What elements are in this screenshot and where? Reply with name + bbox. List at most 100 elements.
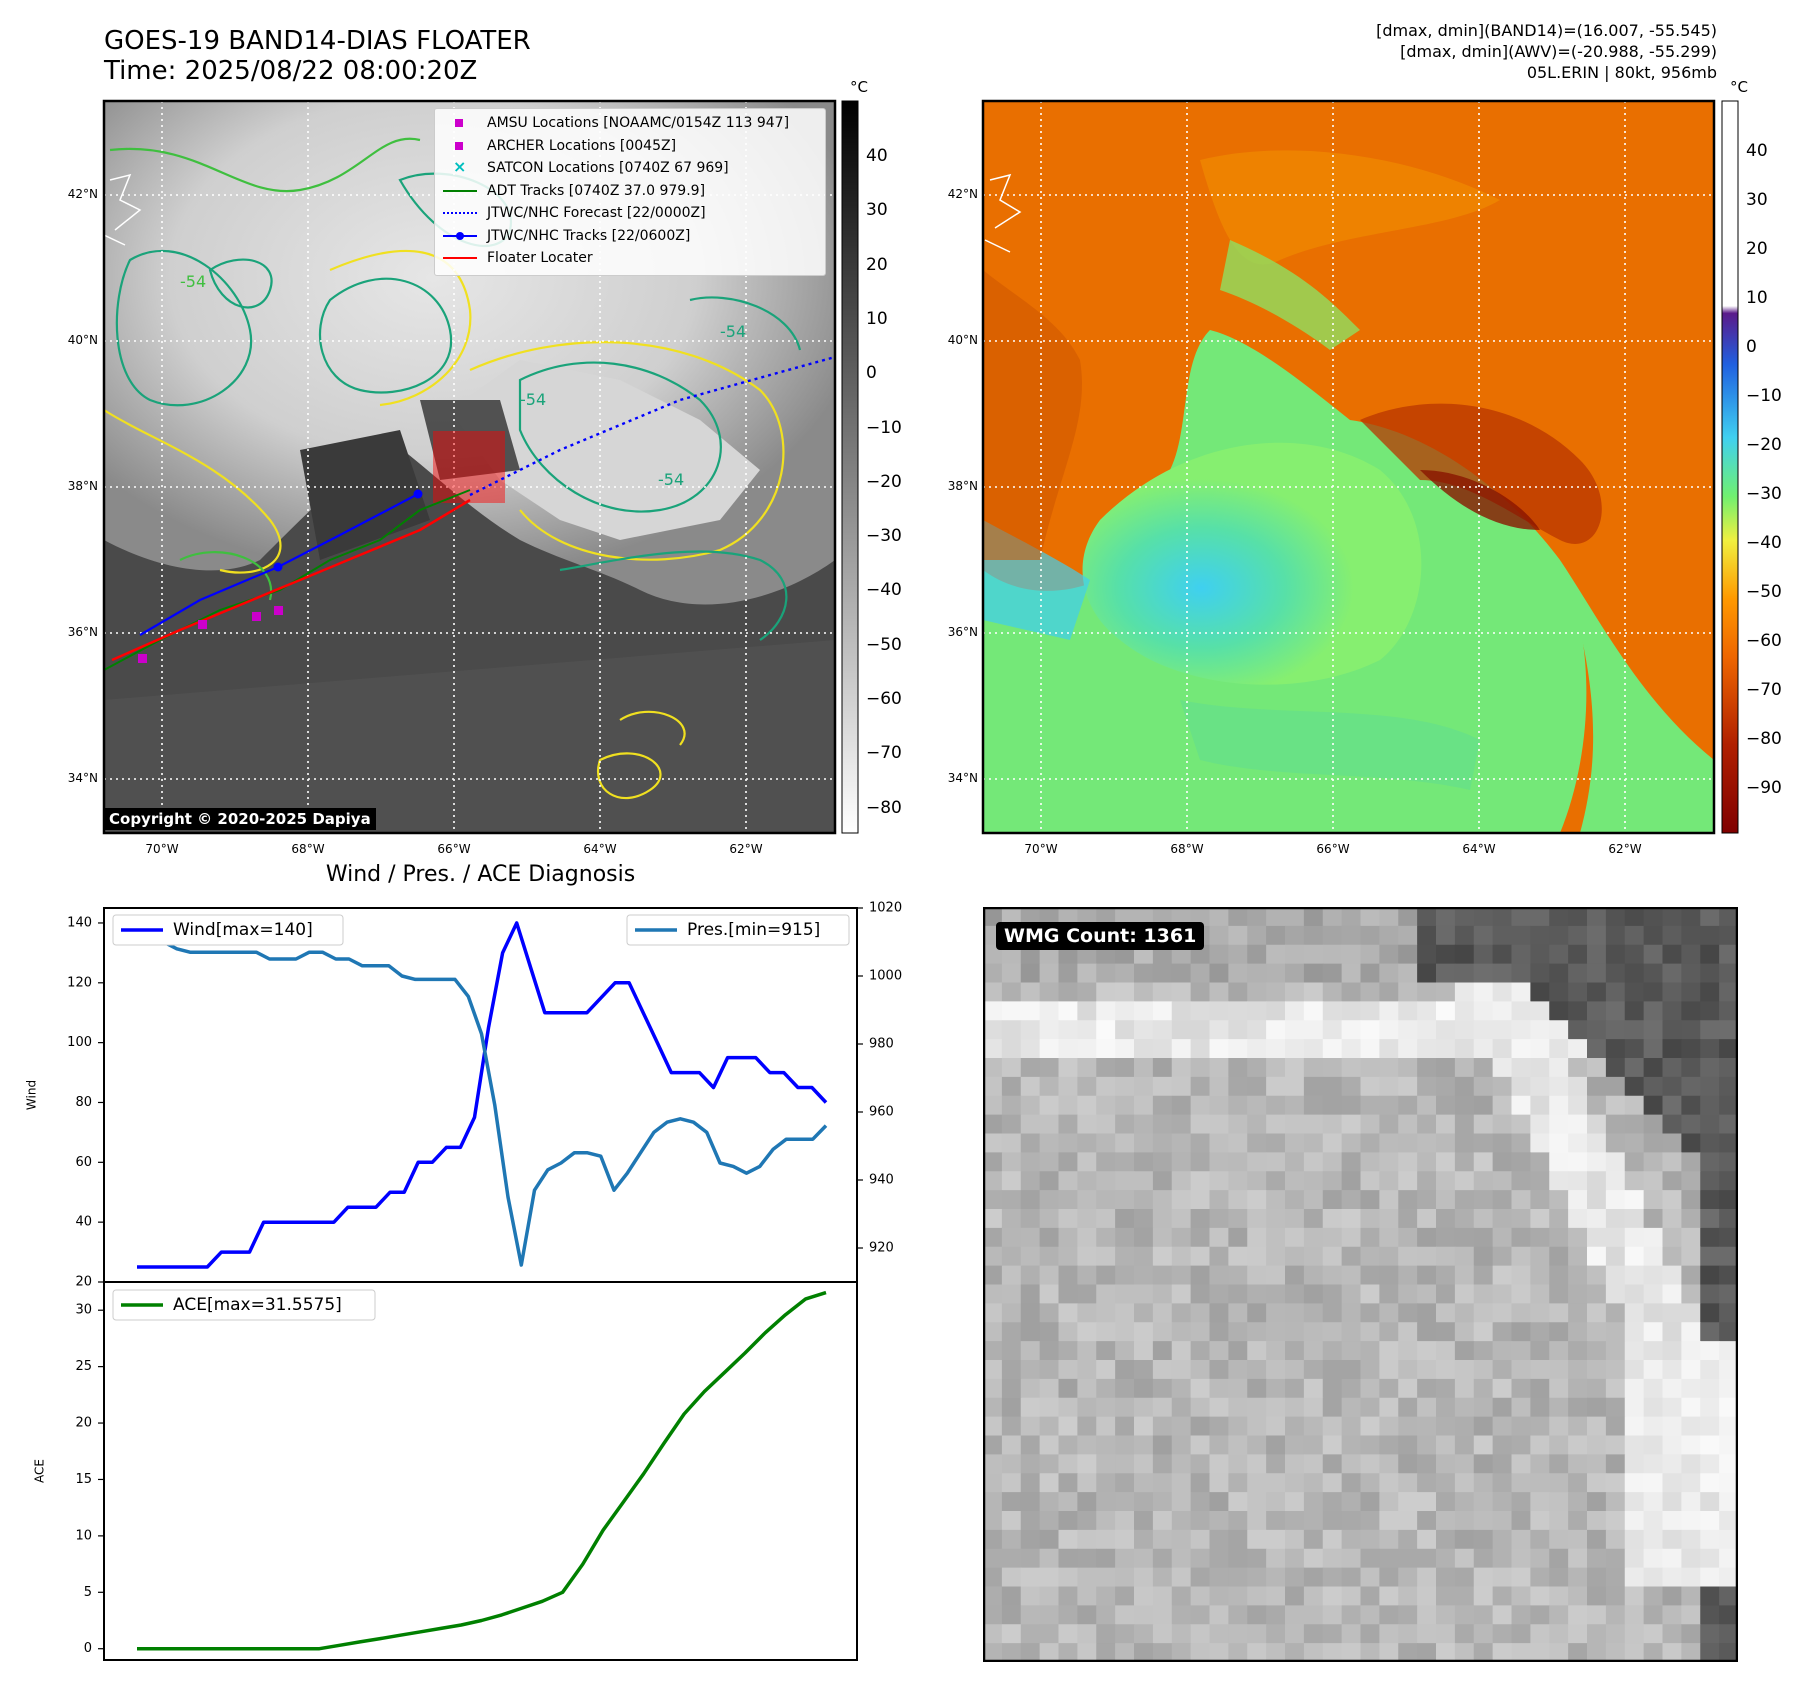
lon-label: 64°W bbox=[583, 842, 617, 856]
pressure-tick-label: 1020 bbox=[869, 901, 902, 916]
wind-tick-label: 20 bbox=[75, 1275, 92, 1290]
colorbar-tick-label: 40 bbox=[1746, 141, 1768, 161]
lat-label: 36°N bbox=[67, 625, 98, 639]
pressure-legend-label: Pres.[min=915] bbox=[687, 920, 820, 940]
colorbar-tick-label: −40 bbox=[866, 580, 902, 601]
legend-item: × SATCON Locations [0740Z 67 969] bbox=[441, 157, 729, 178]
copyright-badge: Copyright © 2020-2025 Dapiya bbox=[104, 808, 376, 830]
wind-legend-label: Wind[max=140] bbox=[173, 920, 313, 940]
wind-tick-label: 80 bbox=[75, 1095, 92, 1110]
info-line-3: 05L.ERIN | 80kt, 956mb bbox=[1526, 63, 1717, 82]
colorbar-tick-label: −10 bbox=[1746, 386, 1782, 406]
info-line-1: [dmax, dmin](BAND14)=(16.007, -55.545) bbox=[1376, 21, 1717, 40]
wind-pres-ace-chart: 2040608010012014092094096098010001020051… bbox=[25, 901, 902, 1661]
colorbar-tick-label: −80 bbox=[1746, 729, 1782, 749]
colorbar-tick-label: −40 bbox=[1746, 533, 1782, 553]
figure-title: GOES-19 BAND14-DIAS FLOATER bbox=[104, 26, 531, 56]
colorbar-tick-label: −70 bbox=[1746, 680, 1782, 700]
ace-axis-label: ACE bbox=[33, 1459, 47, 1483]
ace-tick-label: 10 bbox=[75, 1528, 92, 1543]
colorbar-tick-label: 30 bbox=[866, 200, 888, 221]
ace-series-line bbox=[137, 1290, 827, 1651]
colorbar-tick-label: −90 bbox=[1746, 778, 1782, 798]
colorbar-tick-label: 20 bbox=[866, 254, 888, 275]
figure-time: Time: 2025/08/22 08:00:20Z bbox=[104, 56, 478, 86]
ace-legend-label: ACE[max=31.5575] bbox=[173, 1295, 342, 1315]
wind-series-line bbox=[137, 921, 828, 1269]
colorbar-tick-label: 10 bbox=[1746, 288, 1768, 308]
colorbar-tick-label: −60 bbox=[1746, 631, 1782, 651]
right-colorbar-unit: °C bbox=[1730, 78, 1748, 96]
ace-tick-label: 15 bbox=[75, 1472, 92, 1487]
lon-label: 64°W bbox=[1462, 842, 1496, 856]
wind-tick-label: 60 bbox=[75, 1155, 92, 1170]
lon-label: 68°W bbox=[291, 842, 325, 856]
wmg-frame bbox=[983, 907, 1738, 1662]
pressure-tick-label: 940 bbox=[869, 1173, 894, 1188]
contour-label: -54 bbox=[658, 470, 685, 489]
lon-label: 66°W bbox=[437, 842, 471, 856]
legend-marker-icon bbox=[441, 226, 479, 246]
colorbar-tick-label: −20 bbox=[866, 471, 902, 492]
pressure-tick-label: 1000 bbox=[869, 969, 902, 984]
lat-label: 38°N bbox=[947, 479, 978, 493]
legend-label: SATCON Locations [0740Z 67 969] bbox=[487, 160, 729, 176]
pressure-legend-box bbox=[626, 914, 850, 946]
ace-legend-box bbox=[112, 1289, 376, 1321]
lon-label: 70°W bbox=[1024, 842, 1058, 856]
legend-item: JTWC/NHC Forecast [22/0000Z] bbox=[441, 203, 706, 223]
legend-label: JTWC/NHC Tracks [22/0600Z] bbox=[487, 227, 691, 244]
contour-label: -54 bbox=[520, 390, 547, 409]
chart-title: Wind / Pres. / ACE Diagnosis bbox=[325, 862, 636, 887]
colorbar-tick-label: 30 bbox=[1746, 190, 1768, 210]
wmg-count-badge: WMG Count: 1361 bbox=[996, 922, 1205, 950]
legend-item: ARCHER Locations [0045Z] bbox=[441, 136, 676, 156]
legend-label: ADT Tracks [0740Z 37.0 979.9] bbox=[487, 182, 706, 199]
legend-marker-icon: × bbox=[453, 157, 467, 176]
lon-label: 62°W bbox=[1608, 842, 1642, 856]
colorbar-tick-label: −50 bbox=[1746, 582, 1782, 602]
lower-plot-frame bbox=[103, 1281, 858, 1661]
colorbar-tick-label: 40 bbox=[866, 146, 888, 166]
legend-label: AMSU Locations [NOAAMC/0154Z 113 947] bbox=[487, 115, 790, 131]
contour-label: -54 bbox=[180, 272, 207, 291]
info-line-2: [dmax, dmin](AWV)=(-20.988, -55.299) bbox=[1400, 42, 1717, 61]
ace-tick-label: 0 bbox=[84, 1641, 92, 1656]
wmg-pixel-grid bbox=[983, 907, 1738, 1662]
lat-label: 34°N bbox=[947, 771, 978, 785]
legend-marker-icon bbox=[441, 113, 479, 133]
lat-label: 34°N bbox=[67, 771, 98, 785]
pressure-tick-label: 980 bbox=[869, 1037, 894, 1052]
colorbar-tick-label: −60 bbox=[866, 689, 902, 709]
pressure-tick-label: 920 bbox=[869, 1241, 894, 1256]
legend-marker-icon bbox=[441, 248, 479, 268]
colorbar-tick-label: −70 bbox=[866, 743, 902, 764]
lon-label: 70°W bbox=[145, 842, 179, 856]
legend-marker-icon bbox=[441, 136, 479, 156]
colorbar-tick-label: −10 bbox=[866, 417, 902, 438]
wind-tick-label: 40 bbox=[75, 1215, 92, 1230]
colorbar-tick-label: 0 bbox=[866, 363, 877, 384]
colorbar-tick-label: −30 bbox=[1746, 484, 1782, 504]
legend-label: JTWC/NHC Forecast [22/0000Z] bbox=[487, 205, 706, 221]
legend-marker-icon bbox=[441, 203, 479, 223]
colorbar-tick-label: 10 bbox=[866, 308, 888, 329]
wind-axis-label: Wind bbox=[25, 1080, 39, 1110]
wind-tick-label: 140 bbox=[67, 915, 92, 930]
wind-tick-label: 100 bbox=[67, 1035, 92, 1050]
map-legend: AMSU Locations [NOAAMC/0154Z 113 947] ARC… bbox=[434, 108, 826, 276]
legend-marker-icon bbox=[441, 181, 479, 201]
legend-label: ARCHER Locations [0045Z] bbox=[487, 137, 677, 154]
legend-item: ADT Tracks [0740Z 37.0 979.9] bbox=[441, 181, 705, 201]
lat-label: 42°N bbox=[67, 187, 98, 201]
upper-plot-frame bbox=[103, 907, 858, 1283]
lon-label: 62°W bbox=[729, 842, 763, 856]
wind-tick-label: 120 bbox=[67, 975, 92, 990]
ace-tick-label: 25 bbox=[75, 1359, 92, 1374]
pressure-tick-label: 960 bbox=[869, 1105, 894, 1120]
colorbar-tick-label: −30 bbox=[866, 526, 902, 547]
lat-label: 40°N bbox=[67, 333, 98, 347]
pressure-series-line bbox=[137, 923, 828, 1267]
wmg-panel bbox=[983, 907, 1738, 1662]
wind-legend-box bbox=[112, 914, 344, 946]
